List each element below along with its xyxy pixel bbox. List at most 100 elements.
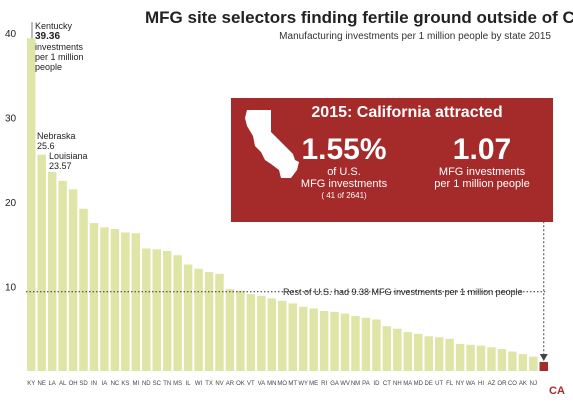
bar-ma <box>403 332 413 371</box>
x-tick-label-ct: CT <box>383 381 391 387</box>
bar-co <box>508 351 517 371</box>
x-tick-label-ms: MS <box>173 381 182 387</box>
x-tick-label-nm: NM <box>351 381 360 387</box>
x-tick-label-ri: RI <box>321 381 327 387</box>
ca-investment-stat: 1.07 MFG investments per 1 million peopl… <box>411 133 553 191</box>
x-tick-label-co: CO <box>508 381 517 387</box>
bar-nd <box>142 248 151 371</box>
annotation-nebraska-state: Nebraska <box>37 131 76 141</box>
bar-nj <box>529 356 538 371</box>
x-tick-label-mi: MI <box>132 381 139 387</box>
bar-pa <box>361 317 371 371</box>
bar-mt <box>288 303 297 371</box>
bar-ri <box>319 311 329 371</box>
bar-sc <box>152 249 161 371</box>
california-map-icon <box>245 110 299 178</box>
x-tick-label-in: IN <box>91 381 97 387</box>
x-tick-label-sd: SD <box>79 381 88 387</box>
x-tick-label-ar: AR <box>226 381 235 387</box>
annotation-louisiana: Louisiana 23.57 <box>49 151 88 171</box>
annotation-nebraska-value: 25.6 <box>37 141 55 151</box>
x-tick-label-id: ID <box>373 381 380 387</box>
bar-ne <box>37 154 46 371</box>
chart-title: MFG site selectors finding fertile groun… <box>145 8 573 27</box>
bar-in <box>89 223 99 371</box>
x-tick-label-ny: NY <box>456 381 464 387</box>
x-tick-label-wv: WV <box>340 381 350 387</box>
ca-investment-desc-1: MFG investments <box>438 166 526 178</box>
bar-va <box>257 295 266 371</box>
bar-id <box>372 319 381 371</box>
annotation-kentucky-state: Kentucky <box>35 21 73 31</box>
bar-ms <box>173 255 182 371</box>
x-tick-label-nv: NV <box>215 381 223 387</box>
x-tick-label-mt: MT <box>288 381 297 387</box>
bar-ak <box>518 354 528 371</box>
ca-share-stat: 1.55% of U.S. MFG investments ( 41 of 26… <box>289 134 399 202</box>
x-tick-label-ak: AK <box>519 381 527 387</box>
x-tick-label-nh: NH <box>393 381 402 387</box>
annotation-kentucky: Kentucky 39.36 investments per 1 million… <box>35 21 97 72</box>
x-tick-label-az: AZ <box>488 381 496 387</box>
x-tick-label-tn: TN <box>163 381 171 387</box>
x-tick-label-ia: IA <box>102 381 108 387</box>
x-tick-label-va: VA <box>258 381 266 387</box>
bar-wi <box>194 268 203 371</box>
bar-md <box>414 333 423 371</box>
x-tick-label-ok: OK <box>236 381 245 387</box>
ca-share-desc-1: of U.S. <box>327 166 361 178</box>
bar-ks <box>121 232 130 371</box>
x-tick-label-vt: VT <box>247 381 255 387</box>
ca-share-value: 1.55% <box>301 133 387 166</box>
x-tick-label-wa: WA <box>466 381 475 387</box>
bar-nc <box>110 229 120 371</box>
y-tick-label: 10 <box>5 283 17 294</box>
bar-hi <box>476 345 486 371</box>
annotation-kentucky-value: 39.36 <box>35 31 61 42</box>
annotation-louisiana-value: 23.57 <box>49 161 72 171</box>
x-tick-label-pa: PA <box>362 381 370 387</box>
x-tick-label-tx: TX <box>205 381 213 387</box>
callout-title: 2015: California attracted <box>311 104 503 121</box>
annotation-nebraska: Nebraska 25.6 <box>37 131 76 151</box>
bar-ct <box>382 326 392 371</box>
bar-fl <box>445 338 454 371</box>
bar-ut <box>434 337 444 371</box>
bar-mo <box>278 300 287 371</box>
x-tick-label-ga: GA <box>330 381 339 387</box>
callout-arrow-head <box>539 353 548 361</box>
x-tick-label-wy: WY <box>298 381 308 387</box>
bar-ok <box>236 290 245 371</box>
x-tick-label-md: MD <box>414 381 424 387</box>
ca-investment-value: 1.07 <box>452 133 512 166</box>
ca-share-desc-2: MFG investments <box>300 178 388 190</box>
y-tick-label: 30 <box>5 114 17 125</box>
x-tick-label-il: IL <box>186 381 192 387</box>
x-tick-label-ut: UT <box>435 381 443 387</box>
bar-la <box>47 171 57 371</box>
y-tick-label: 20 <box>5 198 17 209</box>
x-tick-label-nj: NJ <box>530 381 537 387</box>
bar-ia <box>100 227 109 371</box>
x-tick-label-ne: NE <box>38 381 46 387</box>
bar-al <box>58 180 67 371</box>
bar-ga <box>330 311 339 371</box>
x-tick-label-de: DE <box>425 381 433 387</box>
bar-sd <box>79 208 88 371</box>
bar-ca <box>539 361 548 371</box>
bar-me <box>309 308 318 371</box>
x-tick-label-mn: MN <box>267 381 276 387</box>
ca-highlight-label: CA <box>549 385 565 397</box>
x-tick-label-al: AL <box>59 381 67 387</box>
x-tick-label-nc: NC <box>111 381 120 387</box>
bar-az <box>487 347 496 371</box>
x-tick-label-la: LA <box>48 381 55 387</box>
x-tick-label-ma: MA <box>403 381 412 387</box>
x-tick-label-me: ME <box>309 381 318 387</box>
bar-wa <box>466 344 475 371</box>
x-tick-label-or: OR <box>497 381 507 387</box>
bar-nv <box>215 273 224 371</box>
annotation-kentucky-text: investments per 1 million people <box>35 42 84 72</box>
bar-ky <box>27 38 36 372</box>
california-callout: 2015: California attracted 1.55% of U.S.… <box>231 98 553 222</box>
